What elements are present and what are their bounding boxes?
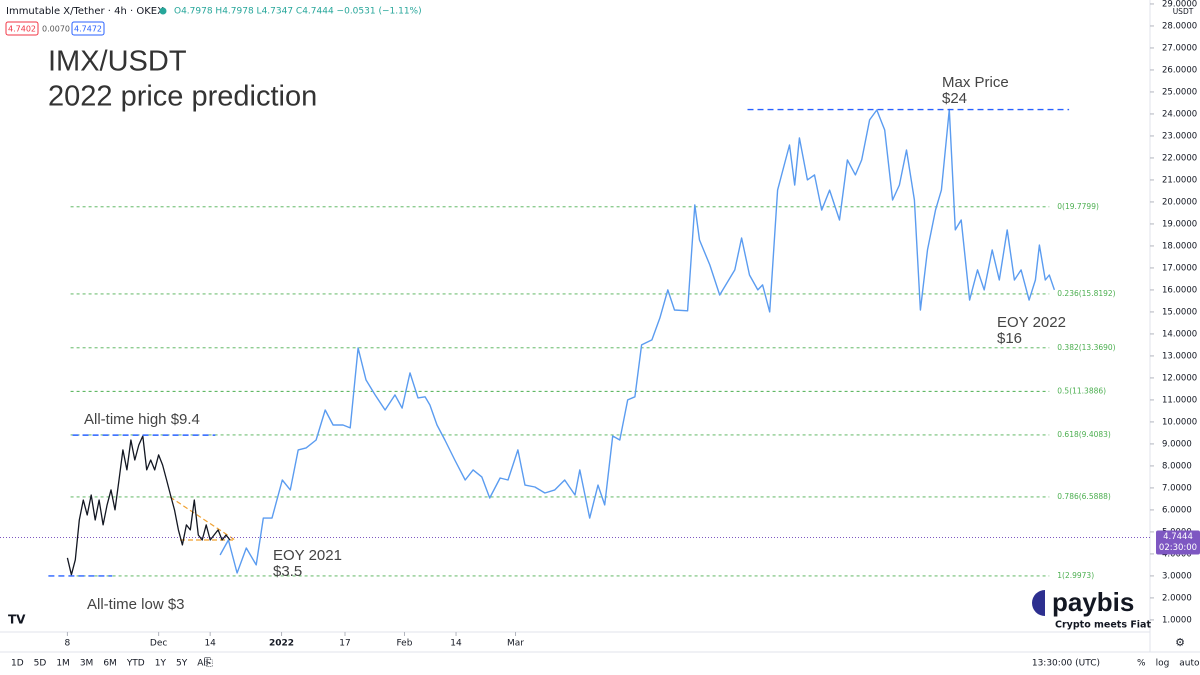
series-line: [219, 108, 1056, 574]
y-tick-label: 20.0000: [1162, 197, 1197, 207]
fib-label: 0.236(15.8192): [1057, 289, 1115, 298]
y-tick-label: 6.0000: [1162, 505, 1192, 515]
x-tick-label: 2022: [269, 639, 294, 649]
y-unit: USDT: [1173, 7, 1194, 16]
annotation-text: All-time low $3: [87, 596, 185, 613]
y-tick-label: 24.0000: [1162, 109, 1197, 119]
settings-icon[interactable]: ⚙: [1175, 636, 1185, 649]
y-tick-label: 12.0000: [1162, 373, 1197, 383]
last-price-label: 4.7444: [1163, 532, 1193, 542]
chart-title: IMX/USDT: [48, 46, 187, 78]
countdown-label: 02:30:00: [1159, 543, 1197, 553]
price-box: [5, 21, 39, 36]
range-button[interactable]: 5Y: [176, 659, 188, 669]
trend-line: [169, 496, 236, 541]
range-button[interactable]: 5D: [34, 659, 47, 669]
fib-label: 1(2.9973): [1057, 571, 1094, 580]
y-tick-label: 11.0000: [1162, 395, 1197, 405]
y-tick-label: 22.0000: [1162, 153, 1197, 163]
x-tick-label: Mar: [507, 639, 524, 649]
logo-name: paybis: [1052, 587, 1134, 617]
fib-label: 0.786(6.5888): [1057, 492, 1111, 501]
annotation-text: All-time high $9.4: [84, 411, 200, 428]
chart-subtitle: 2022 price prediction: [48, 81, 317, 113]
price-box-label: 0.0070: [42, 25, 70, 34]
price-box: [71, 21, 105, 36]
range-button[interactable]: 3M: [80, 659, 94, 669]
symbol: Immutable X/Tether · 4h · OKEX: [6, 6, 164, 17]
annotation-text: Max Price: [942, 74, 1009, 91]
y-tick-label: 25.0000: [1162, 87, 1197, 97]
y-tick-label: 1.0000: [1162, 615, 1192, 625]
y-tick-label: 23.0000: [1162, 131, 1197, 141]
y-tick-label: 3.0000: [1162, 571, 1192, 581]
annotation-text: EOY 2021: [273, 547, 342, 564]
range-button[interactable]: YTD: [126, 659, 145, 669]
y-tick-label: 15.0000: [1162, 307, 1197, 317]
series-line: [66, 435, 231, 576]
tv-logo: TV: [8, 613, 26, 627]
x-tick-label: Dec: [150, 639, 167, 649]
y-tick-label: 28.0000: [1162, 21, 1197, 31]
annotation-text: $24: [942, 90, 967, 107]
y-tick-label: 2.0000: [1162, 593, 1192, 603]
x-tick-label: 14: [204, 639, 216, 649]
range-button[interactable]: 1M: [56, 659, 70, 669]
x-tick-label: Feb: [397, 639, 413, 649]
toolbar-time: 13:30:00 (UTC): [1032, 659, 1100, 669]
y-tick-label: 17.0000: [1162, 263, 1197, 273]
x-tick-label: 17: [339, 639, 350, 649]
annotation-text: EOY 2022: [997, 314, 1066, 331]
y-tick-label: 7.0000: [1162, 483, 1192, 493]
ohlc: O4.7978 H4.7978 L4.7347 C4.7444 −0.0531 …: [174, 7, 422, 17]
y-tick-label: 14.0000: [1162, 329, 1197, 339]
annotation-text: $16: [997, 330, 1022, 347]
y-tick-label: 26.0000: [1162, 65, 1197, 75]
price-box-label: 4.7402: [8, 25, 36, 34]
range-button[interactable]: 1Y: [155, 659, 167, 669]
x-tick-label: 8: [65, 639, 71, 649]
range-button[interactable]: 1D: [11, 659, 24, 669]
y-tick-label: 21.0000: [1162, 175, 1197, 185]
y-tick-label: 27.0000: [1162, 43, 1197, 53]
range-button[interactable]: All: [197, 659, 208, 669]
annotation-text: $3.5: [273, 563, 302, 580]
logo-tagline: Crypto meets Fiat: [1055, 620, 1151, 631]
price-box-label: 4.7472: [74, 25, 102, 34]
option-button[interactable]: %: [1137, 659, 1146, 669]
y-tick-label: 18.0000: [1162, 241, 1197, 251]
logo-icon: [1032, 590, 1045, 616]
fib-label: 0.382(13.3690): [1057, 343, 1115, 352]
range-button[interactable]: 6M: [103, 659, 117, 669]
option-button[interactable]: log: [1156, 659, 1170, 669]
y-tick-label: 19.0000: [1162, 219, 1197, 229]
y-tick-label: 16.0000: [1162, 285, 1197, 295]
option-button[interactable]: auto: [1179, 659, 1200, 669]
last-price-box: [1156, 530, 1200, 555]
y-tick-label: 8.0000: [1162, 461, 1192, 471]
y-tick-label: 10.0000: [1162, 417, 1197, 427]
y-tick-label: 29.0000: [1162, 0, 1197, 9]
y-tick-label: 9.0000: [1162, 439, 1192, 449]
x-tick-label: 14: [450, 639, 462, 649]
status-dot: [159, 7, 167, 15]
fib-label: 0.5(11.3886): [1057, 386, 1106, 395]
fib-label: 0(19.7799): [1057, 202, 1099, 211]
y-tick-label: 13.0000: [1162, 351, 1197, 361]
compare-icon[interactable]: ⎘: [204, 656, 213, 669]
fib-label: 0.618(9.4083): [1057, 430, 1111, 439]
